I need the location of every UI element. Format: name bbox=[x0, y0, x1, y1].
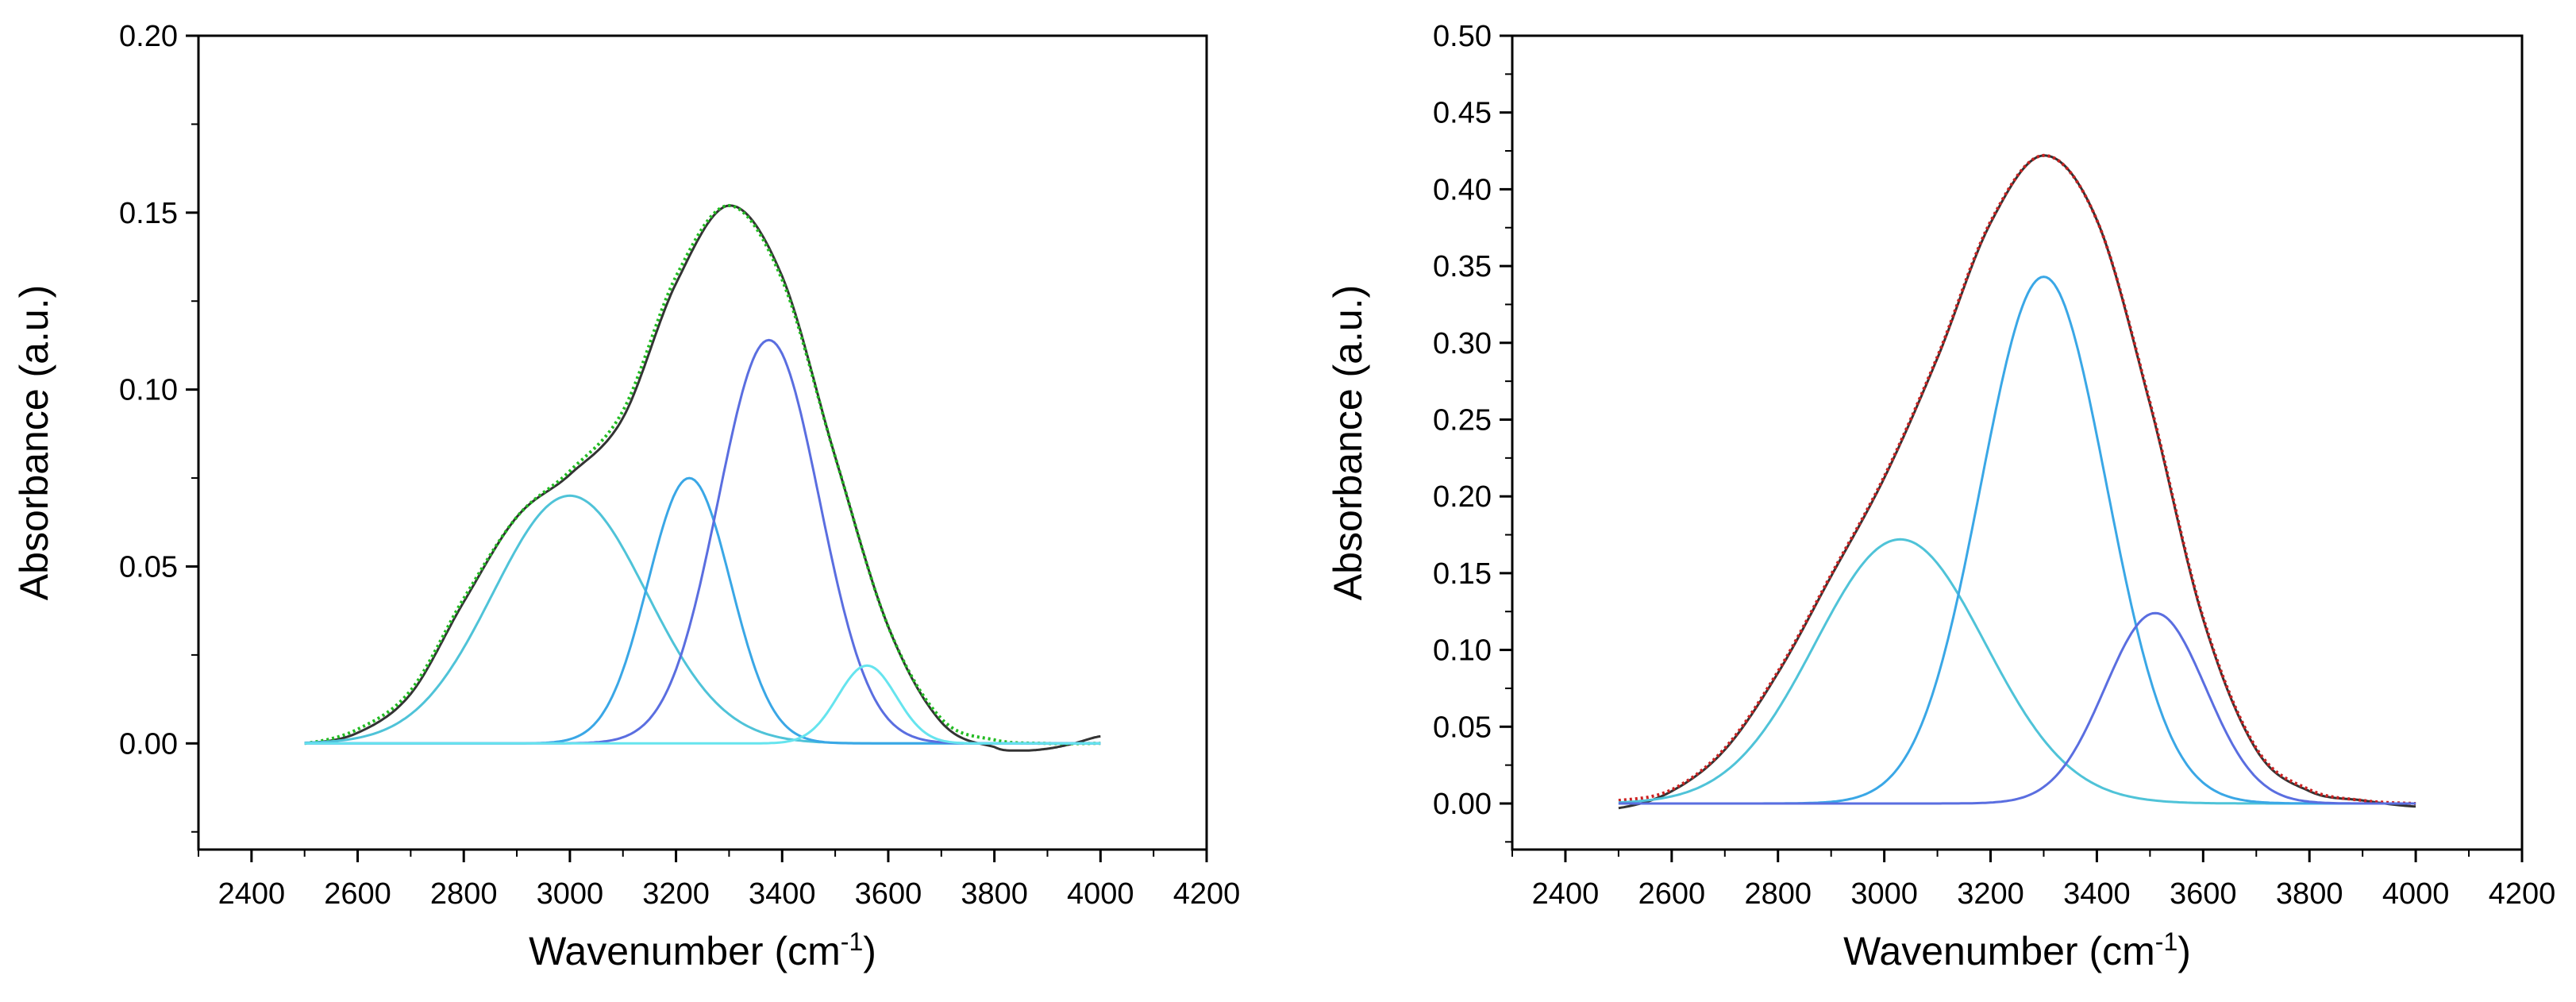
x-tick-label: 4000 bbox=[1067, 877, 1134, 911]
y-tick-label: 0.00 bbox=[1433, 788, 1492, 821]
y-tick-label: 0.05 bbox=[119, 550, 178, 584]
series-component-2 bbox=[304, 494, 1101, 745]
series-component-4 bbox=[1618, 611, 2416, 805]
y-tick-label: 0.45 bbox=[1433, 97, 1492, 130]
x-tick-label: 2800 bbox=[1744, 877, 1812, 911]
x-tick-label: 3800 bbox=[961, 877, 1028, 911]
plot-area bbox=[304, 203, 1101, 752]
y-axis-title: Absorbance (a.u.) bbox=[12, 285, 56, 600]
series-component-2 bbox=[1618, 538, 2416, 805]
chart-right: 2400 2600 2800 3000 3200 3400 3600 3800 4000 4200… bbox=[1326, 20, 2555, 973]
plot-area bbox=[1618, 153, 2416, 810]
series-component-3 bbox=[1618, 276, 2416, 805]
x-tick-label: 3600 bbox=[2170, 877, 2237, 911]
x-tick-label: 2800 bbox=[430, 877, 498, 911]
x-tick-label: 3400 bbox=[2063, 877, 2131, 911]
x-axis-title: Wavenumber (cm-1) bbox=[529, 927, 876, 973]
plot-frame bbox=[197, 34, 1208, 851]
y-tick-label: 0.15 bbox=[1433, 557, 1492, 591]
series-experimental-0 bbox=[304, 204, 1101, 752]
x-tick-label: 3400 bbox=[749, 877, 816, 911]
x-tick-label: 2600 bbox=[324, 877, 391, 911]
y-tick-label: 0.00 bbox=[119, 727, 178, 761]
y-tick-label: 0.10 bbox=[119, 374, 178, 407]
x-tick-label: 4200 bbox=[1173, 877, 1241, 911]
x-tick-label: 3800 bbox=[2276, 877, 2343, 911]
series-component-5 bbox=[304, 664, 1101, 745]
x-tick-label: 3200 bbox=[1957, 877, 2024, 911]
x-tick-label: 3200 bbox=[642, 877, 710, 911]
y-tick-label: 0.10 bbox=[1433, 634, 1492, 668]
y-axis-title: Absorbance (a.u.) bbox=[1326, 285, 1370, 600]
series-experimental-0 bbox=[1618, 154, 2416, 810]
y-tick-label: 0.30 bbox=[1433, 327, 1492, 360]
x-axis-title: Wavenumber (cm-1) bbox=[1843, 927, 2191, 973]
y-tick-label: 0.05 bbox=[1433, 711, 1492, 744]
chart-left: 2400 2600 2800 3000 3200 3400 3600 3800 4000 4200… bbox=[12, 20, 1240, 973]
x-tick-label: 2400 bbox=[1532, 877, 1600, 911]
x-tick-label: 3600 bbox=[855, 877, 922, 911]
y-tick-label: 0.40 bbox=[1433, 173, 1492, 206]
y-tick-label: 0.20 bbox=[119, 20, 178, 53]
y-tick-label: 0.50 bbox=[1433, 20, 1492, 53]
x-tick-label: 2600 bbox=[1638, 877, 1706, 911]
y-tick-label: 0.20 bbox=[1433, 480, 1492, 514]
series-fit-1 bbox=[304, 203, 1101, 746]
plot-frame bbox=[1511, 34, 2524, 851]
x-tick-label: 4000 bbox=[2382, 877, 2450, 911]
x-tick-label: 3000 bbox=[1850, 877, 1918, 911]
series-component-4 bbox=[304, 338, 1101, 745]
y-tick-label: 0.15 bbox=[119, 197, 178, 230]
series-fit-1 bbox=[1618, 153, 2416, 805]
x-tick-label: 2400 bbox=[218, 877, 286, 911]
y-tick-label: 0.35 bbox=[1433, 250, 1492, 283]
y-tick-label: 0.25 bbox=[1433, 403, 1492, 437]
x-tick-label: 3000 bbox=[537, 877, 604, 911]
x-tick-label: 4200 bbox=[2489, 877, 2556, 911]
